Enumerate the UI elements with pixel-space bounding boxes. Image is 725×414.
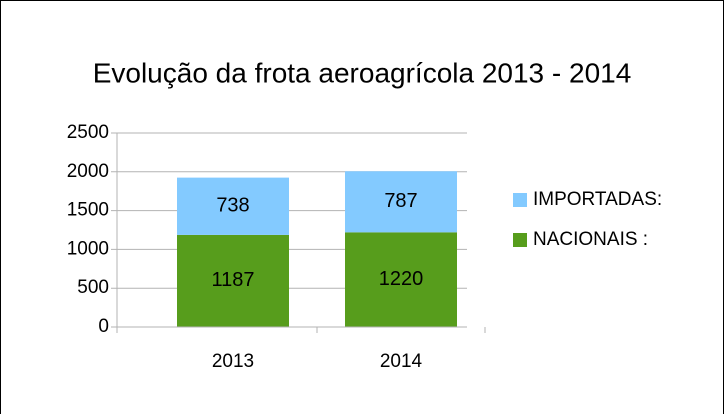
y-tick-label: 0 (98, 316, 109, 337)
data-label: 738 (216, 195, 249, 217)
bar-segment (177, 177, 289, 235)
data-label: 1220 (379, 268, 424, 290)
y-tick-label: 1000 (67, 238, 109, 259)
y-tick-label: 2000 (67, 161, 109, 182)
data-label: 1187 (211, 269, 254, 291)
y-tick-label: 2500 (67, 122, 109, 143)
bar-segment (345, 232, 457, 327)
legend-label: NACIONAIS : (533, 229, 648, 250)
x-tick-label: 2014 (380, 351, 423, 372)
legend-swatch (513, 193, 527, 207)
bar-segment (177, 234, 289, 327)
bar-segment (345, 171, 457, 233)
legend-label: IMPORTADAS: (533, 189, 662, 210)
legend-swatch (513, 233, 527, 247)
y-tick-label: 500 (77, 277, 109, 298)
y-tick-label: 1500 (67, 200, 109, 221)
chart-title: Evolução da frota aeroagrícola 2013 - 20… (93, 57, 632, 88)
data-label: 787 (384, 190, 417, 212)
x-tick-label: 2013 (212, 351, 254, 372)
